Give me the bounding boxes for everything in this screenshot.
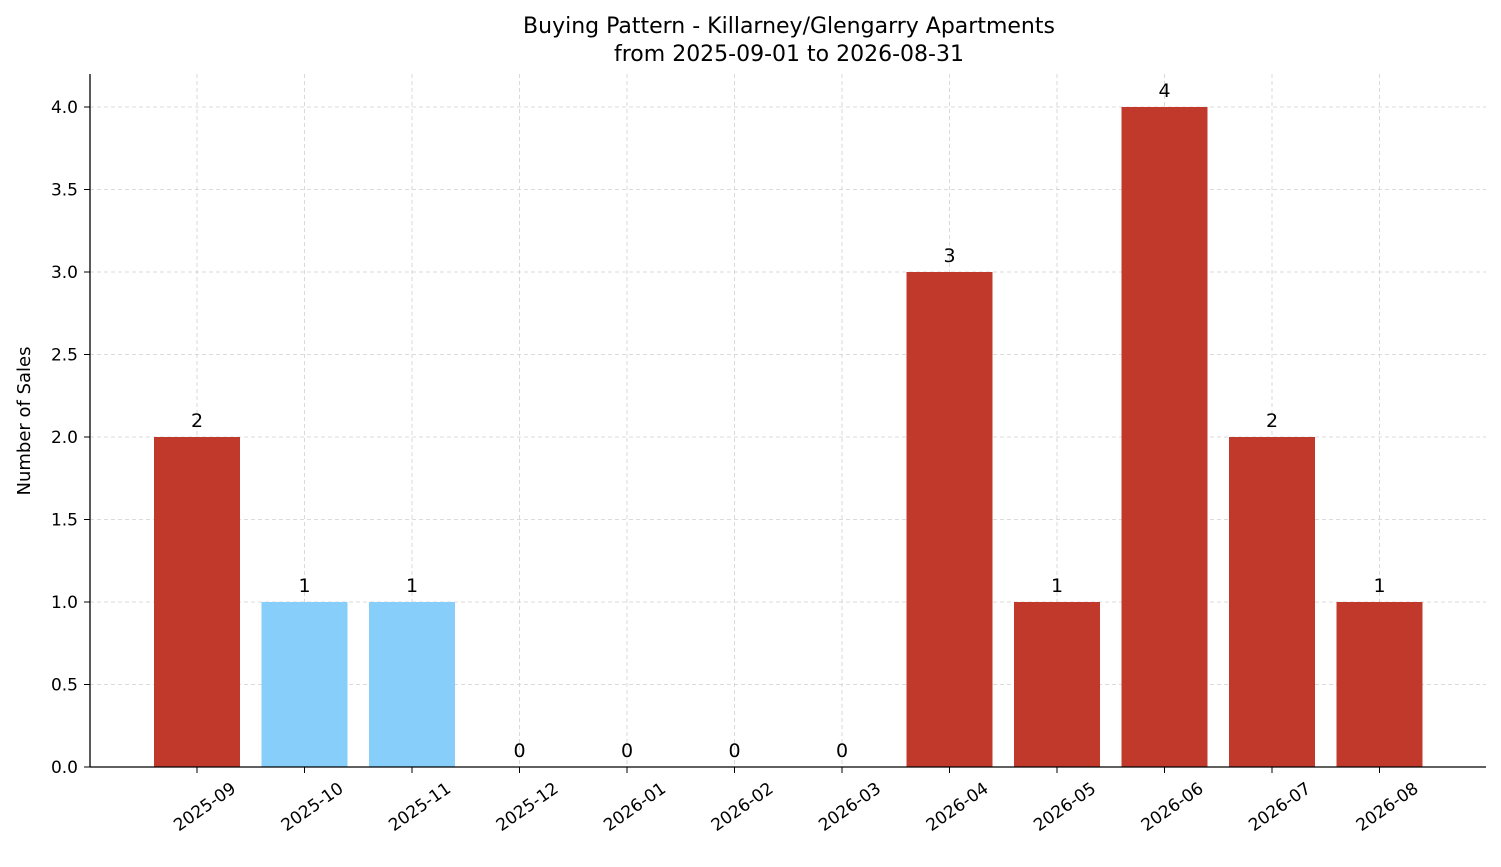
- x-tick-label: 2025-12: [493, 779, 563, 836]
- x-tick-label: 2026-01: [600, 779, 670, 836]
- bar-labels-layer: 2 1 1 0 0 0 0 3 1 4 2 1: [191, 80, 1386, 762]
- x-tick-label: 2025-09: [170, 779, 240, 836]
- bar-value-label: 0: [728, 740, 740, 762]
- bar: [1336, 602, 1423, 767]
- bar-value-label: 2: [1266, 410, 1278, 432]
- x-tick-label: 2026-07: [1245, 779, 1315, 836]
- y-tick-label: 3.5: [51, 181, 78, 201]
- y-tick-label: 1.5: [51, 511, 78, 531]
- bar-value-label: 4: [1158, 80, 1170, 102]
- y-tick-label: 2.5: [51, 346, 78, 366]
- y-tick-label: 0.0: [51, 758, 78, 778]
- y-tick-label: 4.0: [51, 98, 78, 118]
- ticks-layer: 0.0 0.5 1.0 1.5 2.0 2.5 3.0 3.5 4.0 2025-09 2025-1…: [51, 98, 1422, 836]
- x-tick-label: 2025-10: [278, 779, 348, 836]
- bar-value-label: 2: [191, 410, 203, 432]
- chart-subtitle: from 2025-09-01 to 2026-08-31: [614, 42, 964, 67]
- y-tick-label: 0.5: [51, 676, 78, 696]
- bar: [154, 437, 240, 767]
- chart-title: Buying Pattern - Killarney/Glengarry Apa…: [523, 14, 1055, 39]
- bar: [369, 602, 455, 767]
- x-tick-label: 2025-11: [385, 779, 455, 836]
- x-tick-label: 2026-06: [1138, 779, 1208, 836]
- y-axis-label: Number of Sales: [14, 346, 35, 495]
- bar: [1229, 437, 1315, 767]
- x-tick-label: 2026-05: [1030, 779, 1100, 836]
- y-tick-label: 2.0: [51, 428, 78, 448]
- bar: [906, 272, 993, 767]
- bar-value-label: 3: [943, 245, 955, 267]
- bar: [261, 602, 348, 767]
- bar-value-label: 1: [406, 575, 418, 597]
- x-tick-label: 2026-03: [815, 779, 885, 836]
- bar-value-label: 0: [836, 740, 848, 762]
- bar-value-label: 1: [298, 575, 310, 597]
- bar-value-label: 1: [1373, 575, 1385, 597]
- bar: [1121, 107, 1208, 767]
- x-tick-label: 2026-02: [708, 779, 778, 836]
- bar-value-label: 0: [621, 740, 633, 762]
- x-tick-label: 2026-04: [923, 779, 993, 836]
- bar: [1014, 602, 1100, 767]
- x-tick-label: 2026-08: [1353, 779, 1423, 836]
- y-tick-label: 1.0: [51, 593, 78, 613]
- bar-value-label: 0: [513, 740, 525, 762]
- y-tick-label: 3.0: [51, 263, 78, 283]
- bar-value-label: 1: [1051, 575, 1063, 597]
- bars-layer: [154, 107, 1423, 767]
